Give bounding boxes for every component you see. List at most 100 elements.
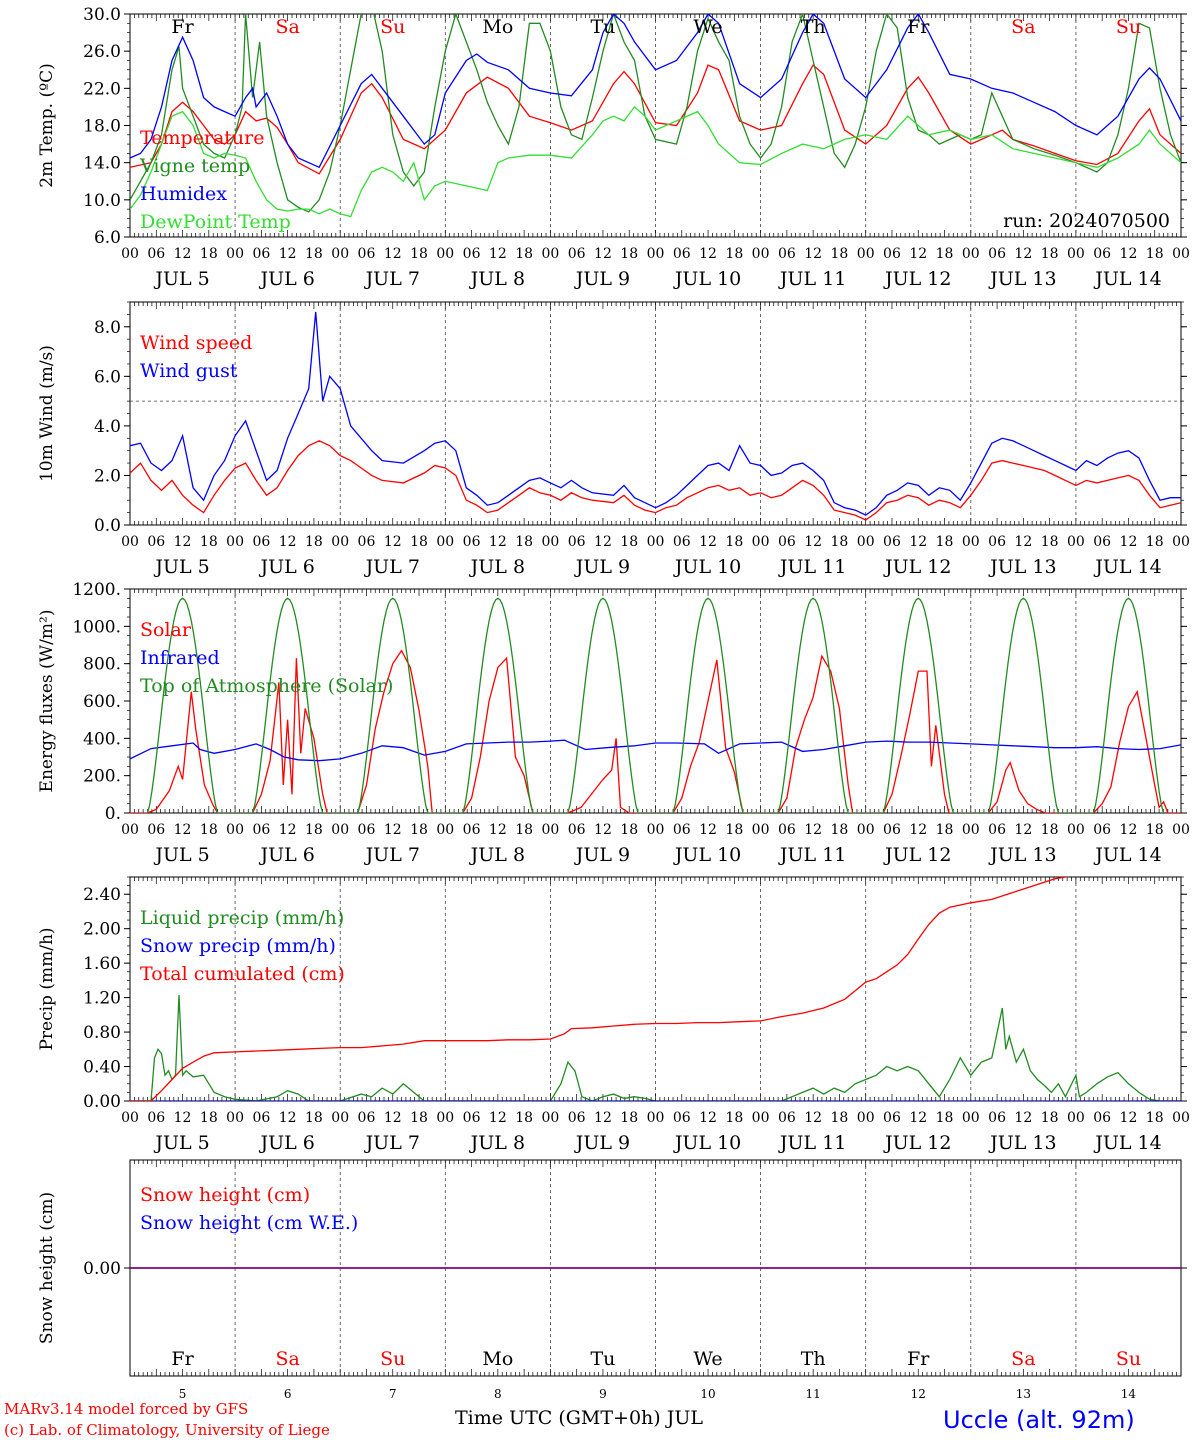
x-hour-label: 18	[1146, 246, 1164, 262]
credit-line-2: (c) Lab. of Climatology, University of L…	[4, 1421, 330, 1439]
x-hour-label: 00	[857, 1110, 875, 1126]
x-hour-label: 12	[1120, 822, 1138, 838]
x-hour-label: 00	[1067, 246, 1085, 262]
x-hour-label: 12	[699, 822, 717, 838]
x-day-label: JUL 10	[673, 556, 741, 578]
x-day-label: JUL 10	[673, 268, 741, 290]
x-hour-label: 06	[568, 1110, 586, 1126]
x-hour-label: 12	[489, 246, 507, 262]
day-number-label: 9	[599, 1387, 607, 1401]
x-day-label: JUL 13	[988, 1132, 1056, 1154]
x-hour-label: 00	[857, 534, 875, 550]
x-day-label: JUL 6	[258, 844, 314, 866]
x-hour-label: 12	[279, 822, 297, 838]
x-hour-label: 12	[699, 534, 717, 550]
x-hour-label: 06	[147, 246, 165, 262]
x-hour-label: 12	[594, 534, 612, 550]
x-day-label: JUL 6	[258, 556, 314, 578]
x-hour-label: 18	[305, 534, 323, 550]
x-hour-label: 12	[279, 246, 297, 262]
day-number-label: 10	[700, 1387, 715, 1401]
weekday-label: Sa	[1011, 16, 1035, 38]
x-hour-label: 18	[725, 246, 743, 262]
x-day-label: JUL 9	[574, 844, 630, 866]
x-hour-label: 00	[752, 822, 770, 838]
x-hour-label: 00	[226, 534, 244, 550]
x-day-label: JUL 9	[574, 268, 630, 290]
x-hour-label: 00	[541, 1110, 559, 1126]
legend-entry: DewPoint Temp	[140, 211, 291, 233]
x-hour-label: 00	[1067, 534, 1085, 550]
x-hour-label: 18	[1041, 246, 1059, 262]
y-tick-label: 1200.	[72, 580, 121, 600]
x-hour-label: 06	[568, 822, 586, 838]
weekday-label: Th	[801, 16, 826, 38]
weekday-label: Sa	[275, 1348, 299, 1370]
y-tick-label: 2.0	[94, 466, 121, 486]
y-tick-label: 1.20	[83, 989, 121, 1009]
legend-entry: Total cumulated (cm)	[140, 963, 345, 985]
x-hour-label: 00	[1067, 1110, 1085, 1126]
x-hour-label: 18	[1041, 1110, 1059, 1126]
day-number-label: 8	[494, 1387, 502, 1401]
x-day-label: JUL 14	[1093, 556, 1161, 578]
x-hour-label: 18	[620, 822, 638, 838]
x-hour-label: 12	[804, 1110, 822, 1126]
day-number-label: 7	[389, 1387, 397, 1401]
x-hour-label: 18	[936, 822, 954, 838]
x-hour-label: 06	[463, 1110, 481, 1126]
weekday-label: Sa	[1011, 1348, 1035, 1370]
weekday-label: Su	[380, 16, 405, 38]
x-hour-label: 12	[699, 1110, 717, 1126]
x-hour-label: 00	[121, 246, 139, 262]
x-hour-label: 06	[147, 822, 165, 838]
legend-entry: Wind speed	[140, 332, 252, 354]
y-tick-label: 14.0	[83, 154, 121, 174]
day-number-label: 11	[806, 1387, 821, 1401]
panel-wind: 0.0 2.0 4.0 6.0 8.0 10m Wind (m/s) Wind speed W…	[37, 301, 1190, 578]
x-day-label: JUL 6	[258, 1132, 314, 1154]
legend-entry: Infrared	[140, 647, 220, 669]
x-hour-label: 00	[1172, 534, 1190, 550]
x-hour-label: 06	[883, 246, 901, 262]
x-hour-label: 18	[831, 1110, 849, 1126]
x-day-label: JUL 10	[673, 844, 741, 866]
panel-frame	[129, 588, 1182, 814]
x-hour-label: 06	[147, 1110, 165, 1126]
day-number-label: 5	[179, 1387, 187, 1401]
x-hour-label: 00	[1172, 246, 1190, 262]
x-hour-label: 18	[831, 246, 849, 262]
x-hour-label: 18	[515, 246, 533, 262]
x-hour-label: 12	[174, 246, 192, 262]
x-hour-label: 00	[647, 822, 665, 838]
x-hour-label: 12	[594, 246, 612, 262]
x-hour-label: 00	[1172, 1110, 1190, 1126]
x-hour-label: 12	[384, 246, 402, 262]
weekday-label: We	[693, 16, 722, 38]
x-hour-label: 12	[489, 822, 507, 838]
legend-entry: Top of Atmosphere (Solar)	[140, 675, 393, 697]
x-day-label: JUL 9	[574, 1132, 630, 1154]
day-number-label: 6	[284, 1387, 292, 1401]
legend-entry: Wind gust	[140, 360, 238, 382]
x-hour-label: 00	[121, 822, 139, 838]
x-hour-label: 12	[1120, 534, 1138, 550]
y-axis-label: Precip (mm/h)	[37, 927, 57, 1050]
x-hour-label: 00	[436, 534, 454, 550]
x-hour-label: 18	[410, 246, 428, 262]
x-hour-label: 18	[1041, 534, 1059, 550]
x-hour-label: 06	[252, 1110, 270, 1126]
x-hour-label: 06	[463, 246, 481, 262]
x-day-label: JUL 7	[364, 556, 420, 578]
x-hour-label: 18	[305, 246, 323, 262]
x-day-label: JUL 12	[883, 1132, 951, 1154]
x-day-label: JUL 5	[153, 844, 209, 866]
x-day-label: JUL 5	[153, 556, 209, 578]
y-tick-label: 0.00	[83, 1092, 121, 1112]
weekday-label: Su	[380, 1348, 405, 1370]
x-hour-label: 06	[673, 1110, 691, 1126]
legend-entry: Snow height (cm)	[140, 1184, 310, 1206]
x-hour-label: 12	[174, 1110, 192, 1126]
x-hour-label: 12	[804, 246, 822, 262]
